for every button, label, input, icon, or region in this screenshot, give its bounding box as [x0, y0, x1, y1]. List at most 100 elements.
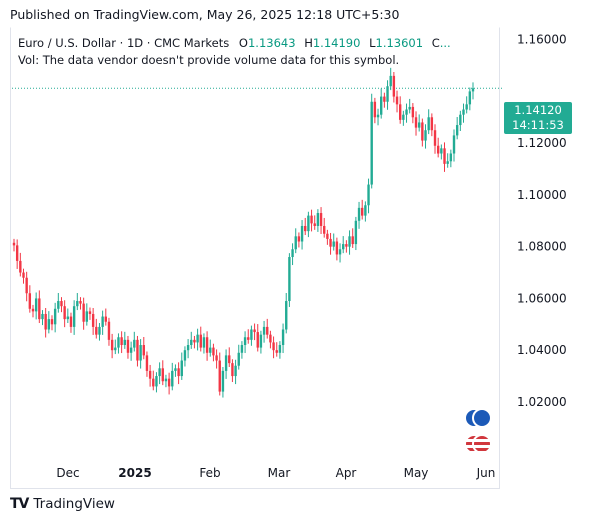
candle-body	[440, 148, 443, 154]
candle-body	[202, 337, 206, 348]
candle-body	[63, 306, 66, 320]
candle-body	[386, 86, 389, 102]
candle-body	[361, 207, 364, 216]
volume-note: Vol: The data vendor doesn't provide vol…	[18, 53, 400, 67]
candle-body	[398, 104, 402, 120]
candle-body	[373, 101, 377, 118]
candle-body	[275, 350, 278, 353]
x-tick-label: Mar	[268, 466, 291, 480]
candle-body	[421, 122, 424, 141]
legend-open-label: O	[238, 36, 248, 50]
candle-body	[417, 122, 421, 128]
candle-body	[459, 114, 462, 126]
eur-flag-icon[interactable]	[464, 408, 494, 430]
candle-body	[95, 326, 98, 335]
candle-body	[376, 114, 380, 118]
candle-body	[281, 329, 285, 346]
y-tick-label: 1.12000	[517, 136, 567, 150]
candle-body	[123, 339, 126, 346]
legend-low-label: L	[369, 36, 376, 50]
y-tick-label: 1.10000	[517, 188, 567, 202]
legend-high-label: H	[304, 36, 313, 50]
candle-body	[126, 339, 130, 353]
candle-body	[28, 293, 32, 309]
candle-body	[449, 153, 453, 162]
candle-body	[129, 347, 133, 353]
candle-body	[370, 101, 373, 185]
candle-body	[145, 355, 149, 371]
candle-body	[167, 378, 171, 387]
candle-body	[171, 370, 174, 387]
candle-body	[259, 334, 263, 348]
usd-flag-icon[interactable]	[464, 434, 494, 456]
candle-body	[389, 75, 392, 87]
candle-body	[88, 311, 92, 314]
candle-body	[367, 184, 370, 206]
y-tick-label: 1.04000	[517, 343, 567, 357]
published-note: Published on TradingView.com, May 26, 20…	[10, 7, 400, 22]
legend-open-value: 1.13643	[247, 36, 296, 50]
candle-body	[25, 277, 28, 294]
tradingview-brand[interactable]: TV TradingView	[10, 496, 115, 512]
candle-body	[436, 145, 440, 154]
candle-body	[193, 339, 196, 343]
candle-body	[256, 332, 259, 348]
candle-body	[19, 260, 22, 273]
candle-body	[158, 368, 161, 377]
candle-body	[313, 223, 316, 226]
candle-body	[44, 313, 47, 330]
candle-body	[228, 355, 231, 364]
candle-body	[142, 345, 145, 356]
x-tick-label: May	[404, 466, 429, 480]
candle-body	[231, 363, 234, 377]
candle-body	[452, 135, 456, 154]
candle-body	[234, 365, 237, 377]
candle-body	[427, 117, 430, 131]
candle-body	[104, 316, 107, 322]
candle-body	[110, 339, 114, 351]
tradingview-logo-icon: TV	[10, 496, 29, 512]
y-tick-label: 1.16000	[517, 33, 567, 47]
candle-body	[351, 236, 354, 245]
candle-body	[335, 241, 339, 255]
legend-close-label: C	[431, 36, 440, 50]
candle-body	[174, 368, 177, 371]
candle-body	[209, 347, 212, 353]
candle-body	[348, 236, 351, 247]
candle-body	[411, 106, 415, 118]
candle-body	[107, 321, 111, 340]
chart-pane[interactable]	[10, 27, 500, 489]
candle-body	[47, 319, 51, 330]
chart-legend: Euro / U.S. Dollar · 1D · CMC Markets O1…	[18, 36, 451, 50]
y-tick-label: 1.02000	[517, 395, 567, 409]
candle-body	[294, 236, 297, 250]
y-tick-label: 1.08000	[517, 240, 567, 254]
candle-body	[433, 130, 437, 146]
candle-body	[392, 75, 396, 97]
candle-body	[240, 345, 244, 353]
candle-body	[180, 360, 183, 377]
legend-symbol: Euro / U.S. Dollar · 1D · CMC Markets	[18, 36, 230, 50]
candle-body	[53, 308, 57, 325]
candle-body	[34, 298, 38, 312]
x-tick-label: 2025	[118, 466, 151, 480]
legend-low-value: 1.13601	[375, 36, 424, 50]
candle-body	[345, 244, 348, 247]
candle-body	[101, 316, 104, 327]
candle-body	[319, 213, 323, 226]
candle-body	[224, 355, 228, 371]
candle-body	[269, 334, 272, 343]
candle-body	[446, 161, 449, 164]
candle-body	[91, 313, 95, 327]
candle-body	[155, 376, 158, 387]
candle-body	[148, 370, 152, 379]
candle-body	[285, 301, 288, 330]
candle-body	[383, 96, 386, 102]
x-tick-label: Dec	[56, 466, 79, 480]
candle-body	[15, 245, 19, 261]
currency-flags[interactable]	[464, 408, 498, 460]
candle-body	[186, 345, 190, 351]
candle-body	[50, 319, 54, 325]
candle-body	[465, 104, 468, 110]
